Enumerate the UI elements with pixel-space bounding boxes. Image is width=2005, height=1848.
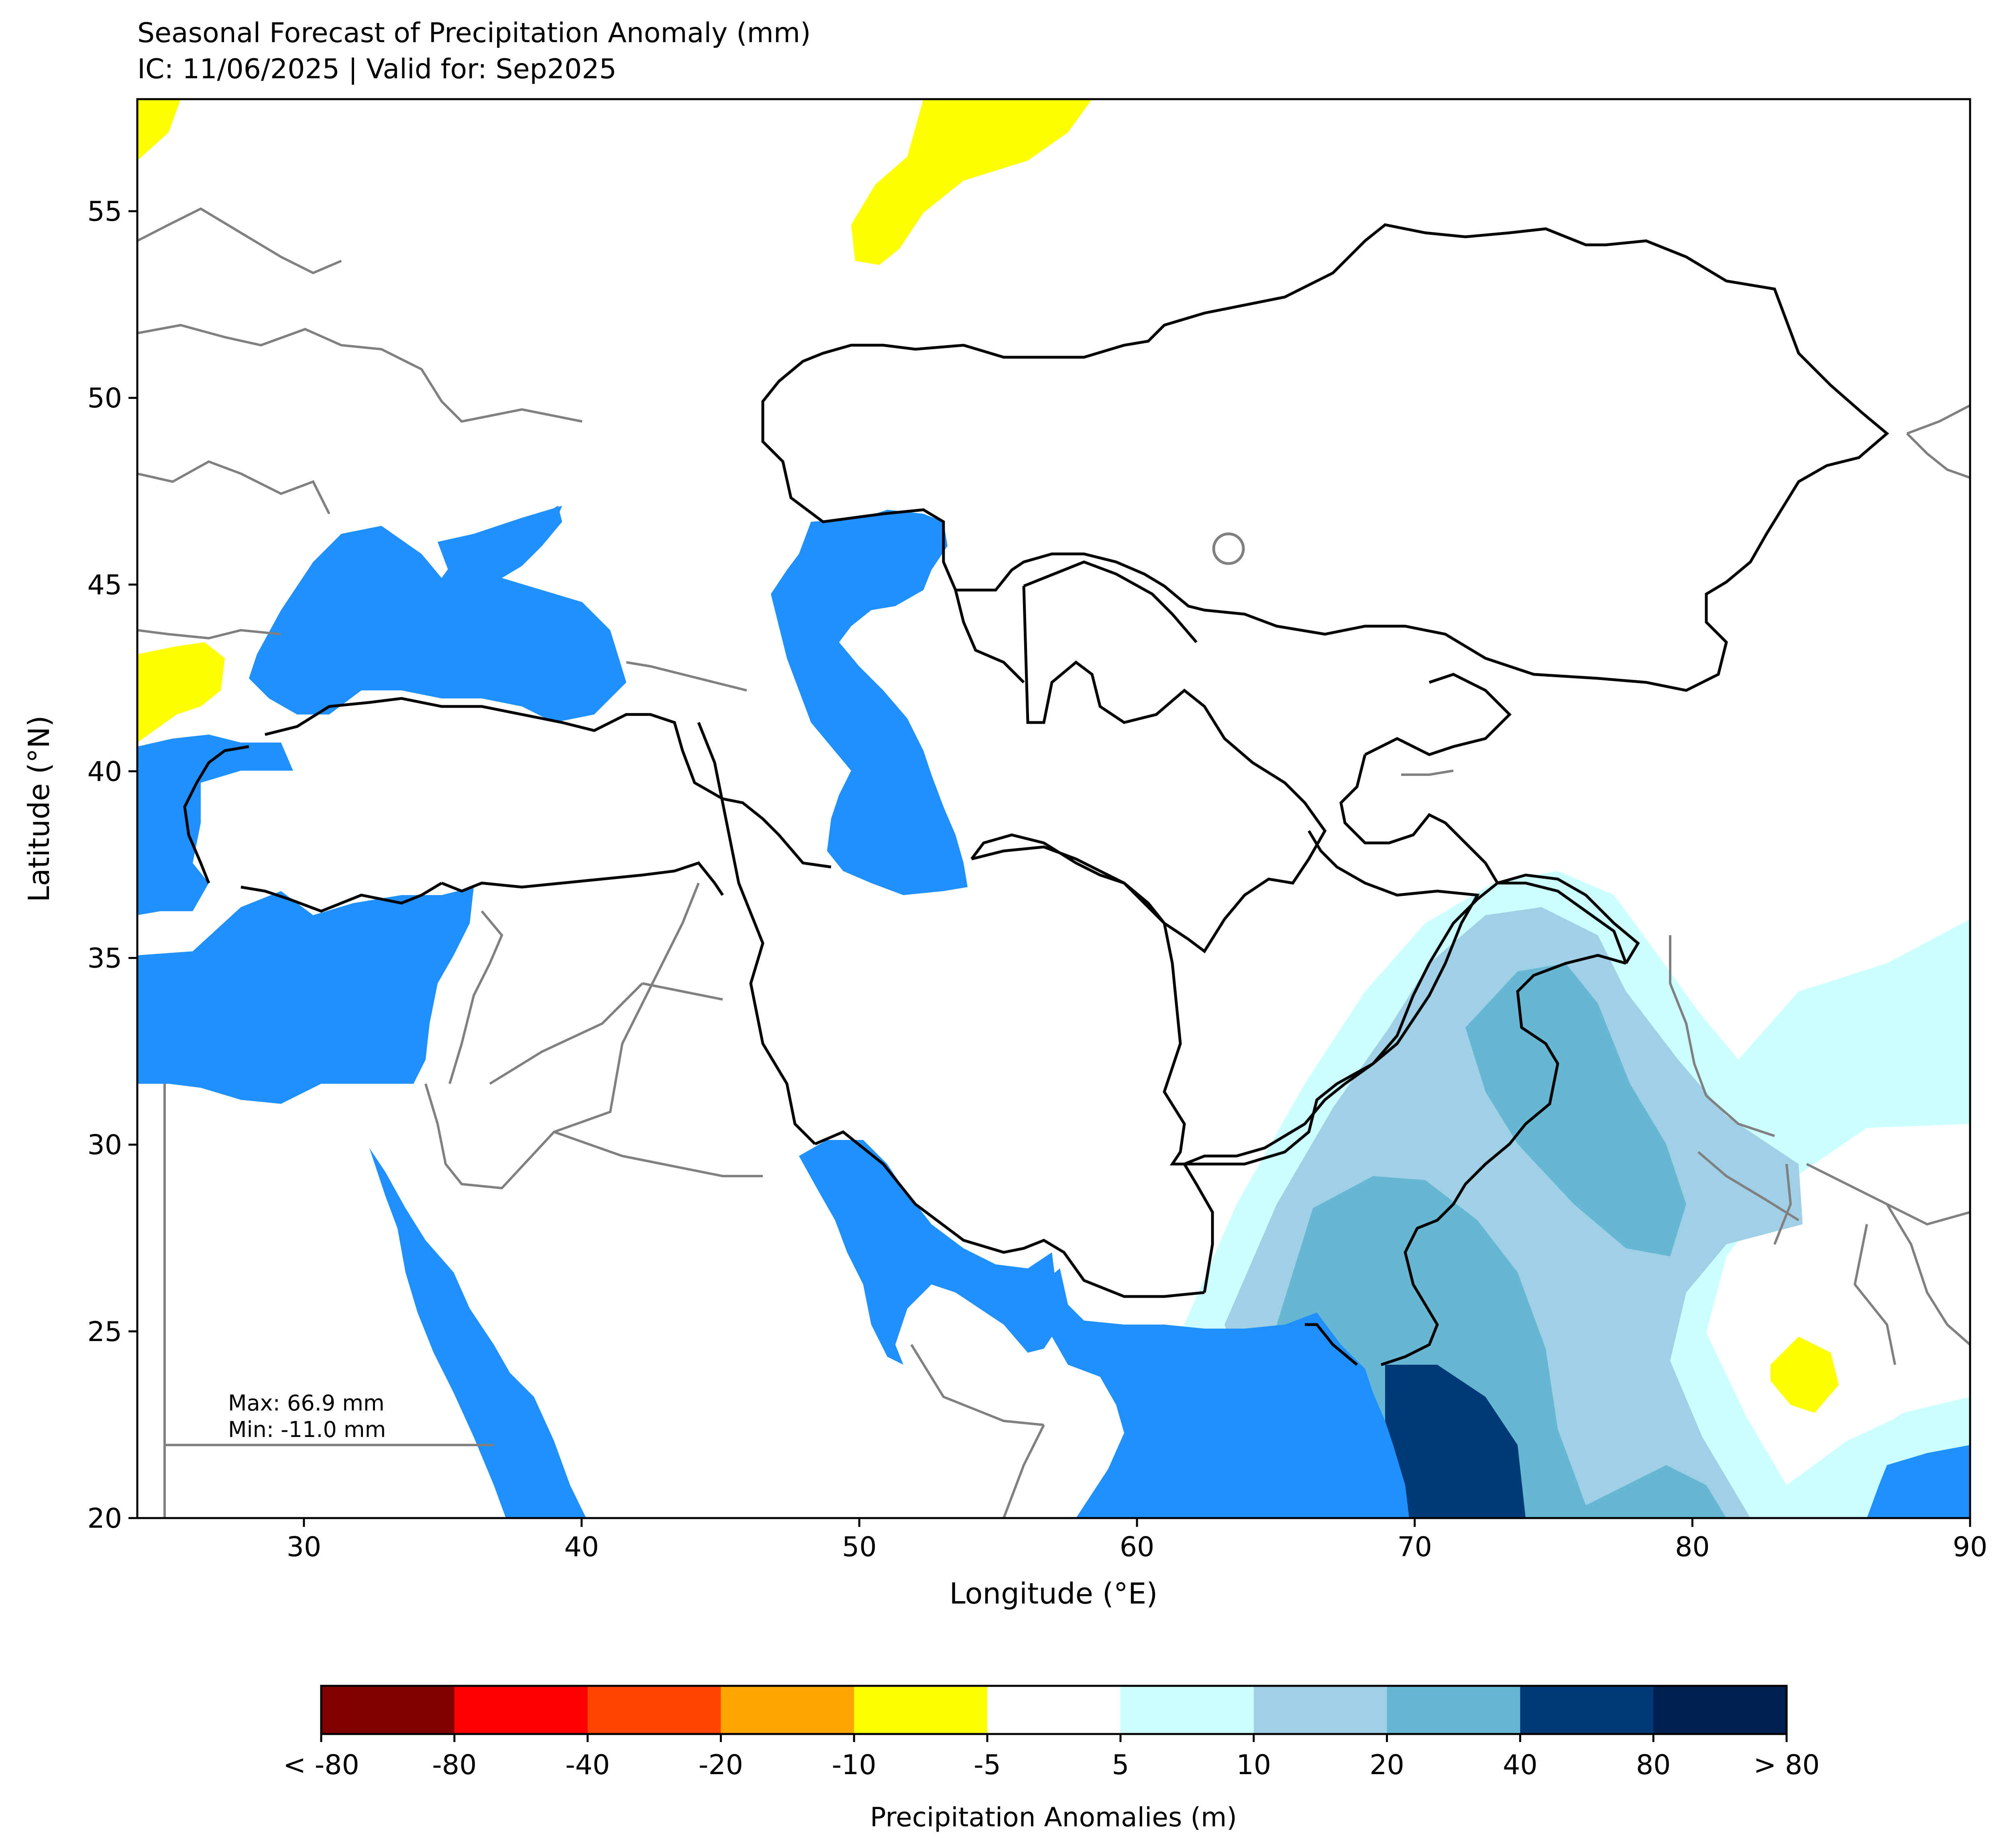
colorbar-tick-label: > 80 <box>1753 1749 1820 1781</box>
anomaly-40-80-gujarat <box>1385 1365 1526 1518</box>
colorbar-tick-label: -80 <box>432 1749 477 1781</box>
colorbar-tick-label: 20 <box>1369 1749 1404 1781</box>
min-value-label: Min: -11.0 mm <box>228 1417 386 1442</box>
y-tick-label: 40 <box>87 756 122 788</box>
anomaly-neg10-neg5-bengal <box>1771 1337 1839 1413</box>
y-tick-label: 55 <box>87 196 122 228</box>
anomaly-neg10-neg5-balkans <box>137 642 225 743</box>
other-borders <box>137 207 1970 1518</box>
x-tick-label: 30 <box>287 1531 322 1563</box>
mediterranean-sea <box>137 735 474 1104</box>
colorbar-tick-label: -40 <box>565 1749 610 1781</box>
max-value-label: Max: 66.9 mm <box>228 1390 385 1416</box>
x-tick-label: 50 <box>842 1531 877 1563</box>
black-sea <box>249 506 626 723</box>
colorbar-swatch <box>1253 1686 1388 1734</box>
colorbar-swatch <box>1387 1686 1520 1734</box>
y-tick-label: 35 <box>87 943 122 975</box>
map-panel <box>137 99 1970 1518</box>
colorbar-tick-label: -10 <box>832 1749 876 1781</box>
x-tick-label: 70 <box>1397 1531 1432 1563</box>
water-bodies <box>137 506 1970 1518</box>
colorbar-tick-label: < -80 <box>283 1749 359 1781</box>
persian-gulf <box>799 1140 1060 1365</box>
colorbar-tick-label: -20 <box>699 1749 743 1781</box>
colorbar-label: Precipitation Anomalies (m) <box>870 1802 1237 1833</box>
caspian-sea <box>771 510 968 895</box>
colorbar-tick-label: 80 <box>1636 1749 1671 1781</box>
anomaly-neg10-neg5-nw <box>137 99 181 161</box>
colorbar-swatch <box>1120 1686 1254 1734</box>
colorbar-tick-label: 10 <box>1236 1749 1271 1781</box>
x-tick-label: 80 <box>1675 1531 1710 1563</box>
colorbar-tick-label: -5 <box>974 1749 1001 1781</box>
y-axis-label: Latitude (°N) <box>22 715 56 902</box>
x-axis-label: Longitude (°E) <box>950 1577 1158 1610</box>
country-borders <box>183 223 1889 1366</box>
colorbar: < -80 -80 -40 -20 -10 -5 5 10 20 40 80 > 80 <box>283 1685 1820 1781</box>
arabian-sea <box>1036 1268 1409 1518</box>
colorbar-swatch <box>987 1686 1121 1734</box>
colorbar-swatch <box>1520 1686 1654 1734</box>
colorbar-swatch <box>321 1686 455 1734</box>
colorbar-swatch <box>854 1686 988 1734</box>
colorbar-swatch <box>1653 1686 1787 1734</box>
figure-title: Seasonal Forecast of Precipitation Anoma… <box>137 17 811 49</box>
y-tick-label: 50 <box>87 383 122 414</box>
x-tick-label: 60 <box>1120 1531 1155 1563</box>
colorbar-tick-label: 5 <box>1112 1749 1129 1781</box>
colorbar-tick-label: 40 <box>1503 1749 1538 1781</box>
colorbar-swatch <box>587 1686 721 1734</box>
anomaly-20-40-north <box>1465 963 1686 1256</box>
x-tick-label: 40 <box>564 1531 599 1563</box>
y-tick-label: 45 <box>87 569 122 601</box>
anomaly-neg10-neg5-russia <box>851 99 1092 265</box>
sea-of-azov <box>438 506 562 574</box>
x-axis-ticks: 30 40 50 60 70 80 90 <box>287 1518 1988 1563</box>
map-frame <box>136 98 1971 1519</box>
x-tick-label: 90 <box>1953 1531 1988 1563</box>
colorbar-swatch <box>721 1686 854 1734</box>
colorbar-frame <box>320 1685 1788 1735</box>
bay-of-bengal <box>1867 1445 1970 1518</box>
figure-subtitle: IC: 11/06/2025 | Valid for: Sep2025 <box>137 53 617 85</box>
anomaly-fills <box>137 99 1970 1518</box>
y-tick-label: 25 <box>87 1316 122 1348</box>
red-sea <box>369 1148 586 1518</box>
y-tick-label: 20 <box>87 1503 122 1535</box>
colorbar-swatch <box>454 1686 588 1734</box>
y-axis-ticks: 20 25 30 35 40 45 50 55 <box>87 196 137 1535</box>
y-tick-label: 30 <box>87 1130 122 1161</box>
